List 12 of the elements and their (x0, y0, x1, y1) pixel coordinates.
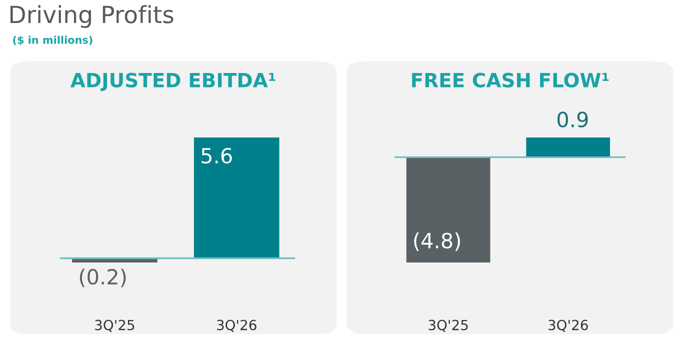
text: Driving Profits (10, 5, 174, 28)
chart-title: FREE CASH FLOW¹ (412, 72, 609, 88)
data-label: 5.6 (202, 148, 232, 164)
x-tick-label: 3Q'26 (548, 320, 588, 332)
data-label: 0.9 (557, 112, 588, 128)
x-tick-label: 3Q'26 (217, 320, 256, 332)
x-tick-label: 3Q'25 (95, 320, 134, 332)
data-label: (0.2) (80, 268, 126, 288)
text: ($ in millions) (13, 36, 92, 46)
x-tick-label: 3Q'25 (428, 320, 468, 332)
chart-title: ADJUSTED EBITDA¹ (70, 72, 276, 92)
data-label: (4.8) (414, 232, 460, 251)
